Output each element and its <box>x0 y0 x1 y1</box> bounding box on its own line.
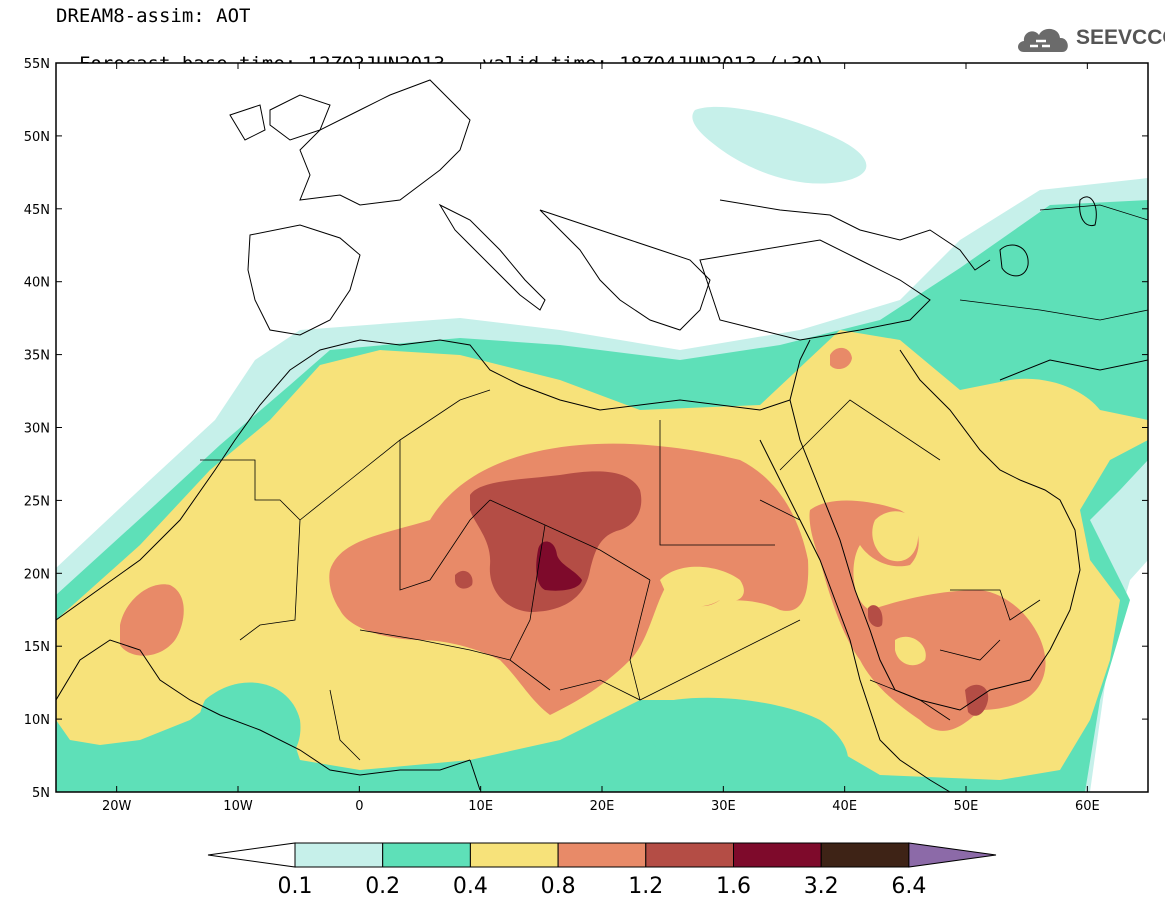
colorbar-under-arrow <box>207 842 296 868</box>
aot-level-0.4-holes <box>660 511 926 666</box>
lon-label: 40E <box>832 799 857 814</box>
colorbar-segment <box>733 842 822 868</box>
colorbar <box>207 842 997 868</box>
cloud-icon <box>1018 28 1068 52</box>
latitude-labels: 55N 50N 45N 40N 35N 30N 25N 20N 15N 10N 5N <box>24 57 50 801</box>
aot-level-0.2-south <box>198 682 849 786</box>
seevccc-logo: SEEVCCC <box>1016 22 1165 56</box>
colorbar-label: 1.2 <box>628 874 663 899</box>
colorbar-label: 0.1 <box>278 874 313 899</box>
lat-label: 15N <box>24 640 50 655</box>
aot-level-1.6 <box>536 541 582 591</box>
colorbar-over-arrow <box>908 842 997 868</box>
lon-label: 30E <box>711 799 736 814</box>
lat-label: 55N <box>24 57 50 72</box>
lon-label: 10E <box>468 799 493 814</box>
lat-label: 50N <box>24 130 50 145</box>
lat-label: 45N <box>24 203 50 218</box>
colorbar-label: 1.6 <box>716 874 751 899</box>
lat-label: 35N <box>24 349 50 364</box>
colorbar-labels: 0.1 0.2 0.4 0.8 1.2 1.6 3.2 6.4 <box>278 874 927 899</box>
colorbar-segment <box>820 842 910 868</box>
colorbar-segment <box>557 842 647 868</box>
map-frame <box>55 62 1149 793</box>
colorbar-label: 0.2 <box>365 874 400 899</box>
lat-label: 25N <box>24 494 50 509</box>
colorbar-label: 0.4 <box>453 874 488 899</box>
colorbar-segment <box>382 842 471 868</box>
coastlines <box>56 79 1148 792</box>
lon-label: 50E <box>954 799 979 814</box>
colorbar-label: 6.4 <box>891 874 926 899</box>
lon-label: 60E <box>1075 799 1100 814</box>
lat-label: 40N <box>24 276 50 291</box>
aot-fields <box>56 106 1148 792</box>
aot-level-1.2 <box>455 471 989 716</box>
lat-label: 20N <box>24 567 50 582</box>
lat-label: 30N <box>24 422 50 437</box>
lat-label: 10N <box>24 713 50 728</box>
colorbar-segment <box>645 842 734 868</box>
lon-label: 20W <box>102 799 132 814</box>
map-title: DREAM8-assim: AOT <box>56 5 251 27</box>
lon-label: 0 <box>355 799 363 814</box>
longitude-labels: 20W 10W 0 10E 20E 30E 40E 50E 60E <box>102 799 1100 814</box>
colorbar-segment <box>294 842 384 868</box>
lon-label: 20E <box>590 799 615 814</box>
colorbar-segment <box>469 842 559 868</box>
lat-label: 5N <box>32 786 50 801</box>
lon-label: 10W <box>223 799 253 814</box>
country-borders <box>200 204 1148 761</box>
colorbar-label: 0.8 <box>541 874 576 899</box>
colorbar-label: 3.2 <box>804 874 839 899</box>
logo-text: SEEVCCC <box>1076 26 1165 49</box>
